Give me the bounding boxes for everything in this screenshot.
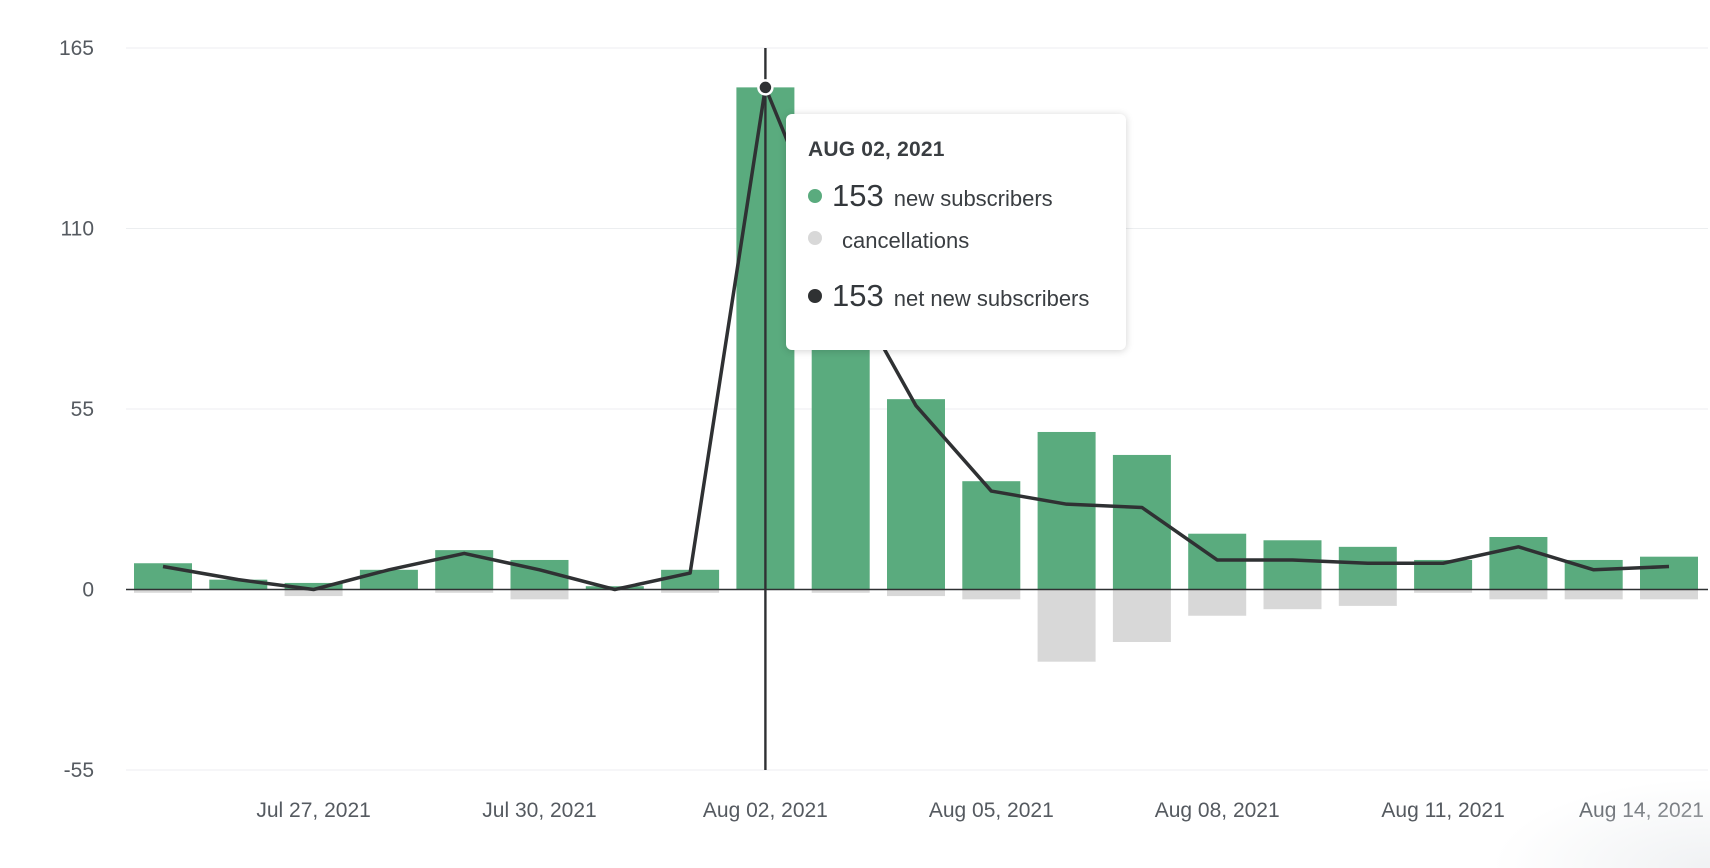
new-subscribers-bar (1640, 556, 1698, 590)
hover-tooltip: AUG 02, 2021 153 new subscribers cancell… (786, 114, 1126, 350)
x-tick-label: Jul 30, 2021 (482, 799, 596, 822)
y-tick-label: 0 (82, 579, 94, 602)
tooltip-label: new subscribers (893, 186, 1053, 211)
cancellation-bar (284, 589, 343, 597)
cancellation-bar (1640, 589, 1698, 600)
corner-shadow (1490, 778, 1710, 868)
tooltip-row-net-new-subscribers: 153 net new subscribers (808, 278, 1104, 328)
new-subscribers-bar (1263, 540, 1322, 590)
new-subscribers-bar (209, 579, 268, 590)
y-tick-label: 110 (61, 218, 94, 241)
cancellation-bar (134, 589, 192, 593)
cancellation-bar (1188, 589, 1247, 616)
tooltip-label: cancellations (842, 228, 970, 253)
net-new-subscribers-point (757, 79, 774, 96)
cancellation-bar (811, 589, 870, 593)
net-new-subscribers-dot-icon (808, 289, 822, 303)
y-tick-label: 165 (59, 37, 94, 60)
cancellation-bar (435, 589, 494, 593)
x-tick-label: Aug 05, 2021 (929, 799, 1054, 822)
new-subscribers-dot-icon (808, 189, 822, 203)
tooltip-row-cancellations: cancellations (808, 228, 1104, 278)
cancellation-bar (1338, 589, 1397, 606)
tooltip-value: 153 (832, 178, 884, 213)
y-tick-label: 55 (71, 398, 94, 421)
cancellation-bar (1564, 589, 1623, 600)
new-subscribers-bar (962, 481, 1021, 590)
cancellation-bar (661, 589, 720, 593)
x-tick-label: Aug 08, 2021 (1155, 799, 1280, 822)
new-subscribers-bar (1338, 546, 1397, 590)
tooltip-value: 153 (832, 278, 884, 313)
new-subscribers-bar (887, 399, 945, 590)
x-axis-ticks: Jul 27, 2021 Jul 30, 2021 Aug 02, 2021 Aug … (256, 799, 1704, 822)
cancellation-bar (1037, 589, 1096, 662)
new-subscribers-bar (1489, 536, 1548, 590)
net-new-subscribers-line (162, 85, 1670, 592)
cancellation-bar (1263, 589, 1322, 610)
cancellations-series (134, 589, 1698, 662)
tooltip-label: net new subscribers (893, 286, 1090, 311)
cancellation-bar (1112, 589, 1171, 643)
cancellations-dot-icon (808, 231, 822, 245)
y-tick-label: -55 (64, 759, 94, 782)
cancellation-bar (962, 589, 1021, 600)
tooltip-date: AUG 02, 2021 (808, 138, 945, 161)
new-subscribers-bar (435, 550, 494, 590)
new-subscribers-bar (1037, 431, 1096, 590)
net-new-subscribers-series (162, 79, 1670, 592)
cancellation-bar (1489, 589, 1548, 600)
new-subscribers-bar (359, 569, 418, 590)
x-tick-label: Aug 11, 2021 (1381, 799, 1504, 822)
tooltip-row-new-subscribers: 153 new subscribers (808, 178, 1104, 228)
cancellation-bar (510, 589, 569, 600)
y-axis-ticks: 165 110 55 0 -55 (59, 37, 94, 782)
x-tick-label: Aug 02, 2021 (703, 799, 828, 822)
cancellation-bar (1414, 589, 1473, 593)
cancellation-bar (887, 589, 945, 597)
x-tick-label: Jul 27, 2021 (256, 799, 370, 822)
new-subscribers-bar (284, 582, 343, 590)
